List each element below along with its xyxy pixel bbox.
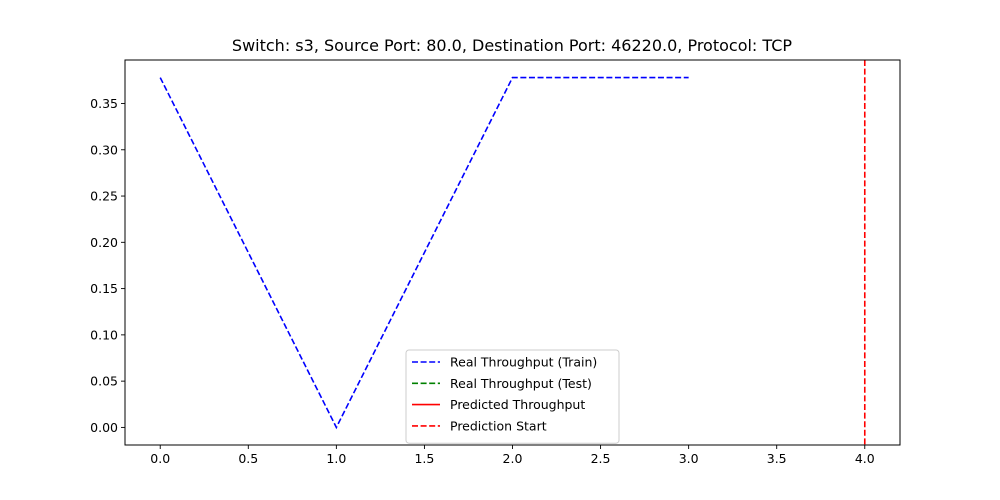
x-tick-label: 2.0 [503,451,523,466]
x-tick-label: 3.5 [767,451,787,466]
y-tick-label: 0.20 [90,235,118,250]
legend-box [405,349,620,444]
x-tick-label: 1.5 [414,451,434,466]
y-tick-label: 0.25 [90,189,118,204]
y-tick-label: 0.15 [90,281,118,296]
series-line-0 [159,76,689,430]
x-tick-label: 4.0 [855,451,875,466]
axes: 0.0 0.5 1.0 1.5 2.0 2.5 3.0 3.5 4.0 0.00 0.05 0.10 0… [90,96,875,466]
y-tick-label: 0.30 [90,142,118,157]
x-tick-label: 3.0 [679,451,699,466]
x-tick-label: 0.0 [150,451,170,466]
legend-label: Real Throughput (Train) [450,355,597,370]
legend-label: Real Throughput (Test) [450,376,592,391]
y-tick-label: 0.00 [90,420,118,435]
x-tick-label: 0.5 [238,451,258,466]
y-tick-label: 0.10 [90,327,118,342]
x-tick-label: 1.0 [326,451,346,466]
legend: Real Throughput (Train) Real Throughput (… [405,349,620,444]
plot-area [159,60,866,445]
y-tick-label: 0.05 [90,374,118,389]
x-tick-label: 2.5 [591,451,611,466]
legend-label: Prediction Start [450,418,547,433]
legend-label: Predicted Throughput [450,397,585,412]
y-tick-label: 0.35 [90,96,118,111]
chart-title: Switch: s3, Source Port: 80.0, Destinati… [232,36,792,55]
